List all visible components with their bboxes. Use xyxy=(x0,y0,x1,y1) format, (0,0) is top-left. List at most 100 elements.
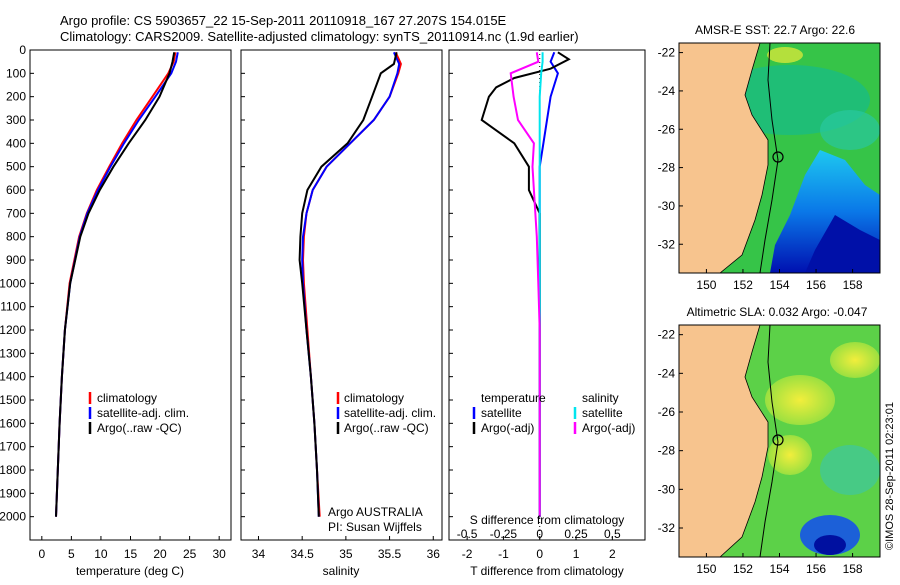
legend-climatology: climatology xyxy=(97,391,157,405)
depth-tick-label: 800 xyxy=(6,230,26,244)
map-x-tick-label: 154 xyxy=(769,278,789,292)
x-tick-label: 20 xyxy=(153,547,167,561)
argo-position-marker xyxy=(772,434,784,446)
depth-tick-label: 0 xyxy=(19,43,26,57)
legend-argo: Argo(..raw -QC) xyxy=(97,421,182,435)
depth-tick-label: 1900 xyxy=(0,486,26,500)
x-tick-label: 36 xyxy=(427,547,441,561)
map-x-tick-label: 152 xyxy=(733,278,753,292)
series-line-argo-raw-qc- xyxy=(55,52,176,517)
sst-map-coastline xyxy=(719,43,769,273)
map-x-tick-label: 152 xyxy=(733,562,753,576)
map-y-tick-label: -30 xyxy=(658,482,676,496)
sla-map-low-core xyxy=(814,535,846,555)
series-line-satellite-adj-clim- xyxy=(55,52,179,517)
depth-tick-label: 100 xyxy=(6,66,26,80)
legend-t-argo: Argo(-adj) xyxy=(481,421,534,435)
header-line-1: Argo profile: CS 5903657_22 15-Sep-2011 … xyxy=(60,13,507,28)
series-line-climatology xyxy=(55,52,177,517)
temperature-legend: climatology satellite-adj. clim. Argo(..… xyxy=(88,391,189,435)
sla-map-ticks: 150 152 154 156 158 -22 -24 -26 -28 -30 -32 xyxy=(658,328,863,576)
map-y-tick-label: -26 xyxy=(658,122,676,136)
t-difference-xlabel: T difference from climatology xyxy=(470,564,624,578)
map-y-tick-label: -28 xyxy=(658,444,676,458)
map-y-tick-label: -22 xyxy=(658,328,676,342)
sst-map-land xyxy=(679,43,768,273)
x-tick-label: 30 xyxy=(212,547,226,561)
map-x-tick-label: 156 xyxy=(806,278,826,292)
sst-map xyxy=(678,42,881,274)
series-line-salinity-argo-adj- xyxy=(509,52,541,517)
depth-tick-label: 1100 xyxy=(0,300,26,314)
legend-argo: Argo(..raw -QC) xyxy=(344,421,429,435)
depth-tick-label: 1600 xyxy=(0,416,26,430)
map-y-tick-label: -26 xyxy=(658,405,676,419)
depth-tick-label: 1700 xyxy=(0,440,26,454)
depth-tick-label: 1200 xyxy=(0,323,26,337)
legend-climatology: climatology xyxy=(344,391,404,405)
x-tick-label: 34.5 xyxy=(290,547,314,561)
depth-tick-label: 200 xyxy=(6,90,26,104)
sla-map-high-anomaly xyxy=(765,375,835,425)
map-y-tick-label: -32 xyxy=(658,237,676,251)
s-tick-label: -0.5 xyxy=(457,527,478,541)
sla-map-high-anomaly xyxy=(768,435,812,475)
sla-map-low-anomaly xyxy=(820,445,880,495)
legend-salinity-head: salinity xyxy=(582,391,619,405)
series-line-climatology xyxy=(301,51,402,517)
map-y-tick-label: -32 xyxy=(658,521,676,535)
sla-map-land xyxy=(679,325,768,557)
x-tick-label: 2 xyxy=(609,547,616,561)
map-x-tick-label: 154 xyxy=(769,562,789,576)
depth-tick-label: 1400 xyxy=(0,370,26,384)
sla-map-title: Altimetric SLA: 0.032 Argo: -0.047 xyxy=(687,305,868,319)
temperature-plot: 0 5 10 15 20 25 300100200300400500600700800900… xyxy=(0,43,226,561)
sst-map-title: AMSR-E SST: 22.7 Argo: 22.6 xyxy=(695,23,855,37)
x-tick-label: 5 xyxy=(68,547,75,561)
depth-tick-label: 300 xyxy=(6,113,26,127)
depth-tick-label: 1800 xyxy=(0,463,26,477)
x-tick-label: 25 xyxy=(183,547,197,561)
x-tick-label: 1 xyxy=(573,547,580,561)
sla-map-isobath xyxy=(759,325,779,557)
map-y-tick-label: -22 xyxy=(658,46,676,60)
depth-tick-label: 500 xyxy=(6,160,26,174)
pi-label: PI: Susan Wijffels xyxy=(328,520,422,534)
depth-tick-label: 900 xyxy=(6,253,26,267)
x-tick-label: 0 xyxy=(38,547,45,561)
legend-s-satellite: satellite xyxy=(582,406,623,420)
sla-map xyxy=(678,324,881,558)
salinity-legend: climatology satellite-adj. clim. Argo(..… xyxy=(328,391,436,534)
series-line-temperature-satellite xyxy=(538,51,559,517)
sst-map-warm-patch xyxy=(767,47,803,63)
x-tick-label: 35 xyxy=(339,547,353,561)
depth-tick-label: 600 xyxy=(6,183,26,197)
difference-legend: temperature satellite Argo(-adj) salinit… xyxy=(472,391,635,435)
s-difference-label: S difference from climatology xyxy=(470,513,625,527)
x-tick-label: 0 xyxy=(536,547,543,561)
x-tick-label: 15 xyxy=(124,547,138,561)
map-y-tick-label: -24 xyxy=(658,366,676,380)
legend-temperature-head: temperature xyxy=(481,391,546,405)
sla-map-coastline xyxy=(719,325,769,557)
map-x-tick-label: 150 xyxy=(696,278,716,292)
temperature-xlabel: temperature (deg C) xyxy=(76,564,184,578)
map-x-tick-label: 158 xyxy=(843,562,863,576)
argo-position-marker xyxy=(772,151,784,163)
map-x-tick-label: 150 xyxy=(696,562,716,576)
depth-tick-label: 400 xyxy=(6,136,26,150)
sst-map-cold-core xyxy=(805,215,880,273)
x-tick-label: 10 xyxy=(94,547,108,561)
legend-t-satellite: satellite xyxy=(481,406,522,420)
series-line-satellite-adj-clim- xyxy=(301,51,401,517)
s-tick-label: 0.5 xyxy=(604,527,621,541)
sla-map-high-anomaly xyxy=(830,342,880,378)
series-line-temperature-argo-adj- xyxy=(480,51,571,517)
temperature-panel xyxy=(29,49,232,541)
depth-tick-label: 2000 xyxy=(0,510,26,524)
map-x-tick-label: 156 xyxy=(806,562,826,576)
legend-s-argo: Argo(-adj) xyxy=(582,421,635,435)
sst-map-teal-patch xyxy=(820,110,880,150)
